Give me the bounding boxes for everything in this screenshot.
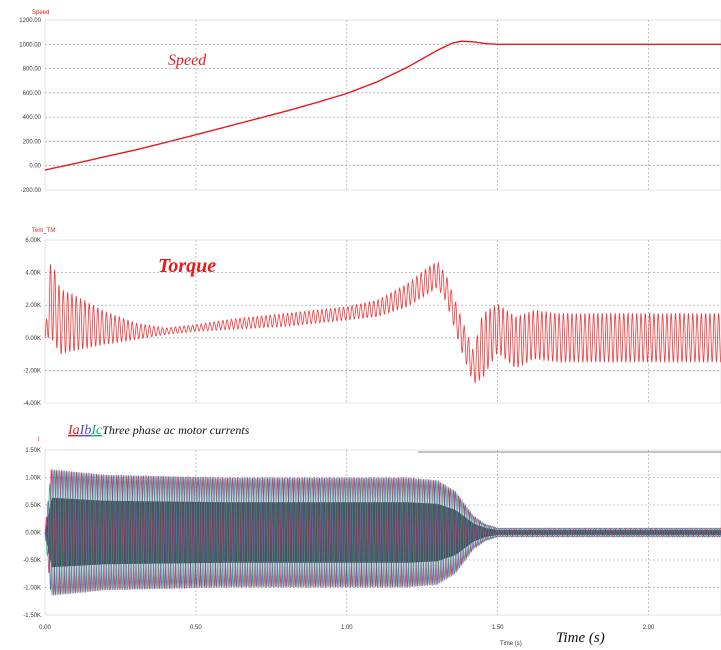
y-tick-label: 2.00K [25, 303, 41, 309]
torque-panel-title: Tem_TM [32, 228, 55, 234]
y-tick-label: 4.00K [25, 271, 41, 277]
y-tick-label: -0.50K [23, 558, 41, 564]
y-tick-label: 0.00 [29, 164, 41, 170]
y-tick-label: 1.50K [25, 448, 41, 454]
speed-grid [45, 20, 721, 190]
x-tick-label: 2.00 [643, 625, 655, 631]
speed-y-ticks: 1200.00 1000.00 800.00 600.00 400.00 200.00 0.… [19, 18, 41, 194]
x-tick-label: 0.00 [39, 625, 51, 631]
x-tick-label: 1.00 [341, 625, 353, 631]
y-tick-label: 0.00K [25, 531, 41, 537]
speed-plot-area [44, 19, 721, 191]
phase-b-label: Ib [79, 423, 92, 438]
y-tick-label: 1200.00 [19, 18, 41, 24]
x-tick-label: 1.50 [492, 625, 504, 631]
torque-series [44, 261, 721, 383]
currents-annotation: IaIbIcThree phase ac motor currents [67, 423, 250, 438]
x-tick-label: 0.50 [190, 625, 202, 631]
current-line-ib [44, 469, 721, 596]
y-tick-label: 800.00 [23, 67, 42, 73]
currents-caption: Three phase ac motor currents [102, 423, 249, 437]
x-axis-label: Time (s) [500, 641, 522, 647]
speed-series [44, 40, 721, 171]
y-tick-label: -4.00K [23, 401, 41, 407]
speed-line [44, 40, 721, 171]
phase-a-label: Ia [67, 423, 80, 438]
y-tick-label: 200.00 [23, 139, 42, 145]
current-line-ic [44, 469, 721, 596]
torque-panel: Tem_TM 6.00K4.00K2.00K0.00K-2.00K-4.00K … [23, 228, 721, 407]
torque-line [44, 261, 721, 383]
y-tick-label: 6.00K [25, 238, 41, 244]
currents-series [44, 469, 721, 596]
time-caption: Time (s) [556, 630, 605, 646]
y-tick-label: 600.00 [23, 91, 42, 97]
speed-annotation: Speed [168, 52, 207, 69]
speed-panel: Speed 1200.00 1000.00 800.00 600.00 400.00 20… [19, 10, 721, 194]
currents-panel: I 1.50K 1.00K 0.50K 0.00K -0.50K -1.00K -1.50K… [23, 423, 721, 631]
currents-x-ticks: 0.00 0.50 1.00 1.50 2.00 [39, 625, 655, 631]
y-tick-label: -2.00K [23, 368, 41, 374]
y-tick-label: 0.50K [25, 503, 41, 509]
torque-plot-area [44, 239, 721, 404]
phase-c-label: Ic [90, 423, 103, 438]
torque-y-ticks: 6.00K 4.00K 2.00K 0.00K -2.00K -4.00K [23, 238, 41, 407]
y-tick-label: -1.00K [23, 586, 41, 592]
currents-y-ticks: 1.50K 1.00K 0.50K 0.00K -0.50K -1.00K -1.50K [23, 448, 41, 619]
currents-panel-title: I [38, 437, 40, 443]
y-tick-label: 400.00 [23, 115, 42, 121]
y-tick-label: 0.00K [25, 336, 41, 342]
speed-panel-title: Speed [32, 10, 49, 16]
torque-annotation: Torque [158, 255, 216, 277]
y-tick-label: -1.50K [23, 613, 41, 619]
y-tick-label: -200.00 [21, 188, 42, 194]
y-tick-label: 1.00K [25, 476, 41, 482]
y-tick-label: 1000.00 [19, 42, 41, 48]
